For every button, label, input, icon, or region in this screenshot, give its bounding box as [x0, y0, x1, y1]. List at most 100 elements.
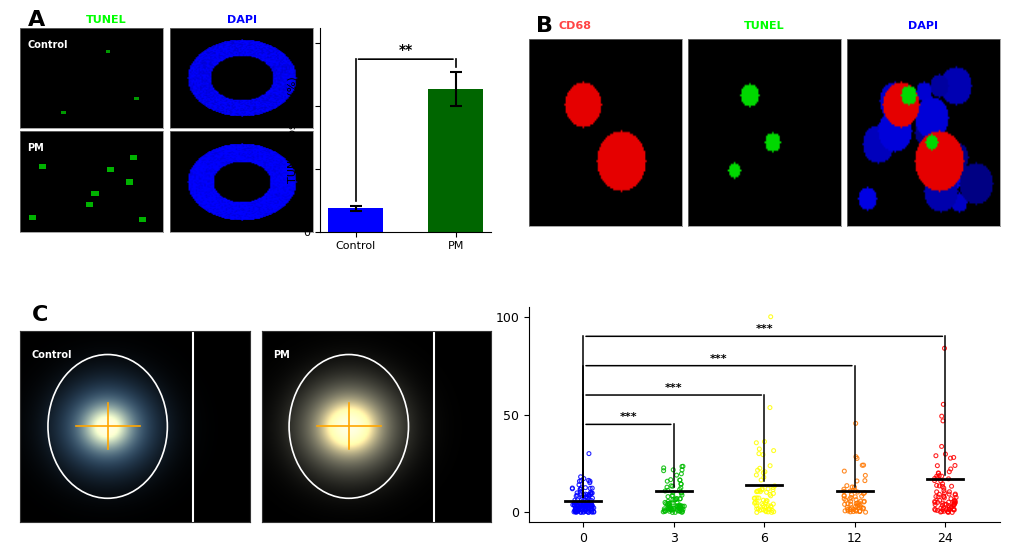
Text: PM: PM — [273, 350, 289, 360]
Point — [936, 450, 953, 459]
Point — [849, 500, 865, 509]
Point — [943, 503, 959, 511]
Point — [748, 508, 764, 517]
Point — [926, 506, 943, 515]
Point — [573, 484, 589, 492]
Point — [849, 488, 865, 497]
Point — [572, 500, 588, 509]
Point — [847, 506, 863, 515]
Point — [759, 508, 775, 516]
Point — [584, 494, 600, 503]
Point — [925, 505, 942, 514]
Point — [579, 490, 595, 499]
Point — [674, 491, 690, 499]
Point — [931, 504, 948, 512]
Point — [672, 494, 688, 503]
Point — [566, 498, 582, 507]
Point — [750, 444, 766, 453]
Point — [673, 489, 689, 497]
Point — [655, 504, 672, 513]
Point — [836, 506, 852, 515]
Point — [934, 486, 951, 495]
Point — [763, 508, 780, 517]
Point — [572, 472, 588, 481]
Point — [569, 496, 585, 504]
Point — [757, 498, 773, 507]
Point — [664, 491, 681, 500]
Point — [576, 505, 592, 514]
Point — [854, 489, 870, 498]
Point — [748, 504, 764, 513]
Point — [673, 506, 689, 515]
Point — [764, 500, 781, 509]
Point — [750, 493, 766, 502]
Point — [671, 500, 687, 509]
Point — [578, 504, 594, 512]
Point — [933, 499, 950, 508]
Point — [661, 505, 678, 514]
Point — [836, 492, 852, 500]
Point — [927, 492, 944, 501]
Point — [664, 488, 681, 497]
Point — [847, 419, 863, 428]
Point — [930, 481, 947, 490]
Point — [674, 466, 690, 474]
Text: DAPI: DAPI — [907, 21, 937, 30]
Point — [675, 462, 691, 471]
Point — [579, 507, 595, 516]
Point — [672, 475, 688, 484]
Point — [846, 492, 862, 501]
Point — [569, 507, 585, 516]
Point — [842, 497, 858, 506]
Point — [582, 503, 598, 511]
Point — [751, 464, 767, 473]
Point — [927, 481, 944, 490]
Point — [575, 498, 591, 507]
Point — [925, 497, 942, 506]
Point — [583, 500, 599, 509]
Point — [569, 504, 585, 512]
Point — [750, 449, 766, 458]
Point — [842, 500, 858, 509]
Point — [571, 503, 587, 512]
Point — [946, 499, 962, 508]
Point — [746, 499, 762, 508]
Point — [567, 505, 583, 514]
Point — [941, 487, 957, 496]
Point — [927, 487, 944, 496]
Point — [570, 506, 586, 515]
Point — [754, 468, 770, 477]
Point — [925, 476, 942, 485]
Point — [850, 503, 866, 512]
Point — [931, 477, 948, 485]
Point — [572, 485, 588, 493]
Point — [928, 473, 945, 482]
Point — [856, 477, 872, 485]
Point — [574, 500, 590, 509]
Point — [665, 504, 682, 513]
Point — [935, 500, 952, 509]
Point — [575, 504, 591, 512]
Point — [764, 483, 781, 492]
Point — [942, 494, 958, 503]
Text: DAPI: DAPI — [226, 15, 257, 26]
Point — [847, 453, 863, 461]
Point — [674, 462, 690, 471]
Point — [759, 502, 775, 510]
Point — [668, 503, 685, 511]
Point — [935, 493, 952, 502]
Point — [947, 493, 963, 502]
Point — [575, 499, 591, 508]
Point — [577, 502, 593, 511]
Point — [940, 508, 956, 517]
Point — [929, 469, 946, 478]
Text: PM: PM — [28, 144, 44, 153]
Point — [578, 507, 594, 516]
Text: C: C — [32, 305, 48, 325]
Point — [573, 504, 589, 512]
Point — [839, 503, 855, 512]
Point — [578, 497, 594, 506]
Bar — [328, 208, 383, 232]
Point — [941, 505, 957, 514]
Point — [759, 485, 775, 493]
